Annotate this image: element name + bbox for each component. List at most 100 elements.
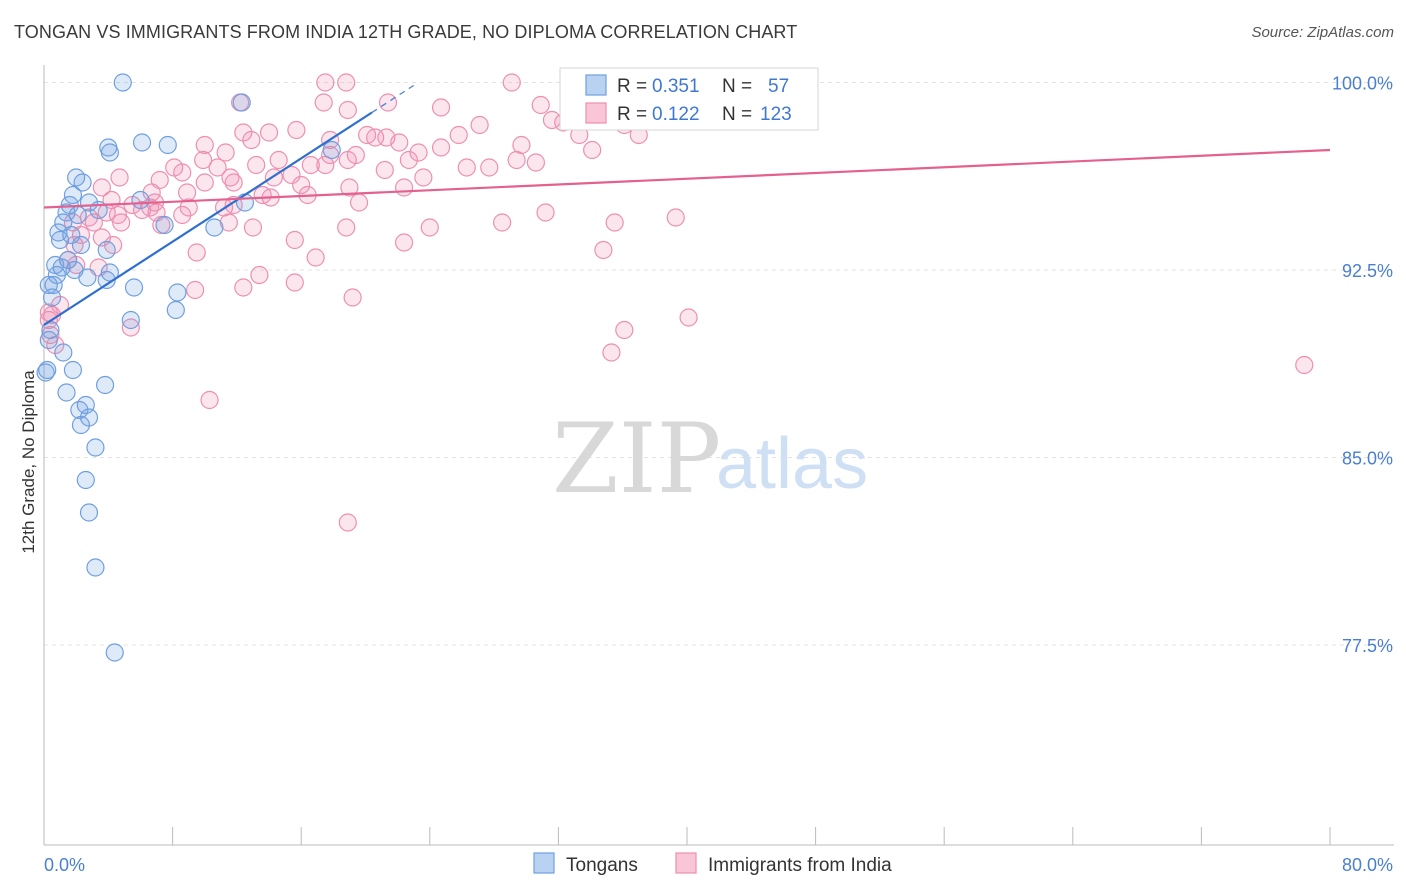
- india-point-96: [234, 278, 253, 297]
- y-tick-label-0: 100.0%: [1332, 74, 1393, 94]
- india-point-49: [195, 173, 214, 192]
- india-point-104: [679, 308, 698, 327]
- y-tick-label-3: 77.5%: [1342, 636, 1393, 656]
- india-point-23: [512, 135, 531, 155]
- watermark: ZIP atlas: [552, 403, 868, 515]
- india-point-53: [394, 178, 414, 197]
- tongan-point-56: [235, 193, 255, 212]
- tongan-point-12: [57, 203, 76, 222]
- india-point-54: [92, 178, 111, 197]
- tongan-point-46: [71, 415, 91, 435]
- tongans-trend-extension: [371, 84, 415, 114]
- india-point-65: [349, 193, 369, 212]
- india-point-95: [285, 273, 304, 292]
- india-point-5: [338, 100, 357, 120]
- india-point-64: [224, 195, 243, 215]
- tongan-point-51: [105, 643, 124, 662]
- gridlines: [44, 82, 1394, 646]
- tongan-point-6: [322, 140, 341, 160]
- tongan-point-8: [73, 173, 92, 192]
- india-point-81: [493, 213, 512, 232]
- india-point-86: [65, 235, 84, 255]
- india-point-34: [507, 150, 526, 170]
- tongan-point-21: [97, 240, 116, 260]
- india-point-33: [399, 150, 419, 170]
- tongan-point-9: [63, 185, 83, 205]
- india-point-1: [337, 73, 356, 92]
- tongan-point-41: [95, 375, 115, 395]
- india-point-112: [526, 153, 545, 172]
- india-point-108: [1295, 355, 1314, 375]
- tongan-point-35: [121, 310, 140, 330]
- india-point-51: [292, 175, 311, 195]
- legend-swatch-india: [585, 102, 607, 124]
- bottom-legend-swatch-india: [675, 852, 697, 874]
- india-point-103: [615, 320, 634, 340]
- india-point-114: [378, 93, 398, 112]
- tongan-point-42: [57, 383, 76, 402]
- y-axis-label: 12th Grade, No Diploma: [19, 370, 38, 554]
- tongan-point-27: [78, 268, 97, 287]
- bottom-legend-label-tongans: Tongans: [566, 855, 638, 876]
- india-point-71: [173, 205, 192, 225]
- india-point-7: [531, 95, 550, 115]
- india-point-121: [480, 158, 499, 177]
- legend-r-label-tongans: R =: [617, 76, 647, 97]
- legend-r-value-india: 0.122: [652, 104, 700, 125]
- india-point-50: [224, 173, 243, 192]
- axes: [43, 65, 1394, 846]
- bottom-legend-label-india: Immigrants from India: [708, 855, 892, 876]
- india-point-107: [602, 343, 621, 362]
- india-point-122: [306, 248, 325, 267]
- tongan-point-40: [63, 360, 83, 380]
- india-point-37: [247, 155, 266, 175]
- bottom-legend-swatch-tongans: [533, 852, 555, 874]
- tongan-point-55: [131, 190, 150, 210]
- chart-title: TONGAN VS IMMIGRANTS FROM INDIA 12TH GRA…: [14, 22, 798, 42]
- india-point-62: [179, 198, 198, 217]
- tongan-point-15: [155, 215, 174, 235]
- india-point-97: [186, 280, 205, 300]
- watermark-atlas: atlas: [716, 424, 868, 504]
- india-point-56: [177, 183, 197, 202]
- tongan-point-37: [39, 330, 58, 350]
- india-point-6: [431, 98, 451, 117]
- india-point-21: [390, 133, 409, 152]
- legend-n-value-tongans: 57: [768, 76, 789, 97]
- india-point-41: [457, 158, 476, 177]
- india-point-36: [208, 158, 227, 177]
- tongan-point-44: [70, 400, 89, 420]
- india-point-14: [259, 123, 279, 142]
- tongan-point-17: [62, 225, 81, 245]
- india-point-52: [340, 178, 359, 197]
- tongan-point-5: [100, 143, 120, 162]
- tongan-point-48: [76, 470, 95, 490]
- india-point-31: [269, 150, 288, 170]
- india-point-80: [420, 218, 439, 237]
- india-point-75: [112, 213, 131, 232]
- india-point-39: [316, 155, 335, 175]
- india-point-110: [338, 513, 357, 532]
- india-point-30: [194, 150, 213, 170]
- india-point-117: [449, 125, 468, 145]
- india-point-88: [394, 233, 414, 252]
- india-point-90: [187, 243, 206, 262]
- india-point-32: [338, 150, 357, 170]
- y-tick-labels: 100.0% 92.5% 85.0% 77.5%: [1332, 74, 1393, 657]
- india-point-16: [242, 130, 261, 150]
- india-point-87: [285, 230, 304, 250]
- tongan-point-18: [205, 218, 224, 237]
- india-point-47: [110, 168, 129, 187]
- series-legend: Tongans Immigrants from India: [533, 852, 892, 876]
- tongan-point-50: [86, 558, 105, 577]
- tongan-point-1: [232, 93, 251, 112]
- india-point-15: [287, 120, 306, 140]
- india-points: [39, 73, 1314, 532]
- watermark-zip: ZIP: [552, 403, 721, 515]
- source-label: Source: ZipAtlas.com: [1251, 24, 1394, 41]
- india-point-26: [216, 143, 235, 162]
- legend-n-label-tongans: N =: [722, 76, 752, 97]
- india-point-25: [195, 135, 214, 155]
- tongan-point-49: [79, 503, 99, 522]
